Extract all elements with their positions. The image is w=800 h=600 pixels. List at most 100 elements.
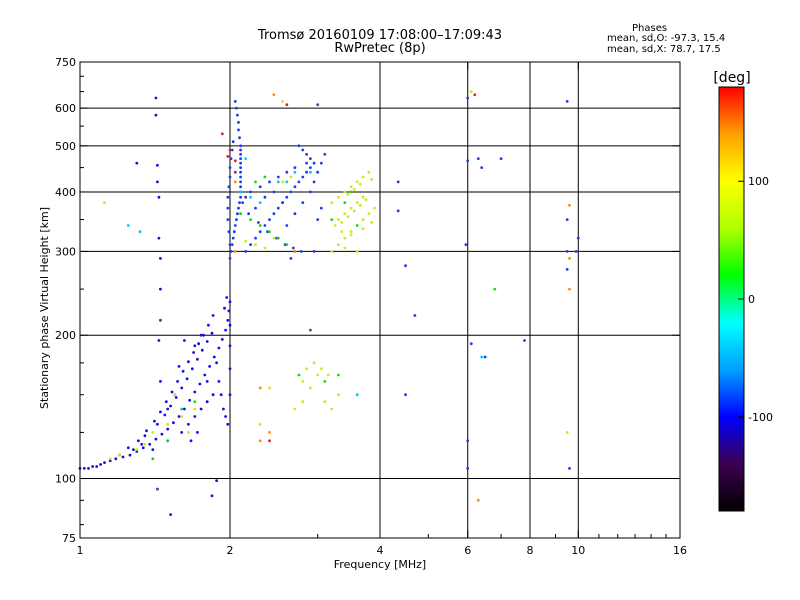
data-point <box>239 152 243 156</box>
data-point <box>330 407 334 411</box>
data-point <box>227 230 231 234</box>
data-point <box>301 380 305 383</box>
data-point <box>312 161 316 165</box>
data-point <box>233 224 237 227</box>
data-point <box>229 250 233 253</box>
data-point <box>232 230 236 234</box>
data-point <box>193 415 197 418</box>
data-point <box>263 175 267 179</box>
chart-subtitle: RwPretec (8p) <box>334 41 426 56</box>
data-point <box>220 132 224 136</box>
data-point <box>159 410 162 414</box>
data-point <box>404 264 407 268</box>
data-point <box>355 250 359 253</box>
data-point <box>241 201 245 205</box>
x-tick-label: 1 <box>77 544 84 557</box>
data-point <box>565 431 569 434</box>
data-point <box>198 382 202 386</box>
data-point <box>249 243 253 247</box>
data-point <box>229 157 233 161</box>
data-point <box>276 175 280 179</box>
data-point <box>193 390 197 394</box>
data-point <box>343 201 347 205</box>
data-point <box>156 487 159 491</box>
data-point <box>143 442 147 446</box>
data-point <box>565 250 569 253</box>
data-point <box>157 195 161 199</box>
data-point <box>143 434 147 438</box>
data-point <box>228 393 232 397</box>
data-point <box>228 367 232 371</box>
data-point <box>228 148 232 152</box>
data-point <box>164 400 168 404</box>
data-point <box>249 190 253 194</box>
data-point <box>239 195 243 199</box>
data-point <box>228 175 232 179</box>
data-point <box>349 185 353 189</box>
data-point <box>309 386 312 390</box>
data-point <box>199 333 203 337</box>
data-point <box>355 224 359 227</box>
data-point <box>137 439 140 443</box>
data-point <box>177 415 181 418</box>
data-point <box>493 287 497 291</box>
data-point <box>343 190 347 194</box>
data-point <box>233 180 237 184</box>
data-point <box>361 218 365 222</box>
data-point <box>226 206 230 210</box>
x-tick-label: 16 <box>673 544 687 557</box>
data-point <box>281 180 284 184</box>
data-point <box>181 369 185 373</box>
data-point <box>128 453 132 457</box>
data-point <box>352 188 356 191</box>
data-point <box>396 209 400 213</box>
data-point <box>239 185 243 189</box>
data-point <box>132 448 135 451</box>
data-point <box>268 439 271 443</box>
data-point <box>319 206 323 210</box>
phases-stats-header: Phases <box>632 23 668 34</box>
data-point <box>228 344 232 348</box>
y-tick-label: 500 <box>55 140 76 153</box>
data-point <box>346 193 350 196</box>
y-tick-label: 750 <box>55 56 76 69</box>
data-point <box>355 201 359 205</box>
x-tick-label: 10 <box>571 544 585 557</box>
data-point <box>199 407 203 411</box>
data-point <box>289 175 293 179</box>
data-point <box>114 457 118 461</box>
data-point <box>249 195 253 199</box>
data-point <box>469 90 473 93</box>
data-point <box>153 419 156 423</box>
x-tick-label: 4 <box>377 544 384 557</box>
data-point <box>126 224 130 227</box>
data-point <box>135 448 139 451</box>
data-point <box>187 431 190 434</box>
data-point <box>254 180 257 184</box>
data-point <box>343 212 347 216</box>
data-point <box>174 396 178 399</box>
data-point <box>316 103 320 107</box>
data-point <box>235 218 238 222</box>
data-point <box>466 439 470 443</box>
data-point <box>319 161 323 165</box>
data-point <box>193 344 197 348</box>
data-point <box>172 421 175 425</box>
data-point <box>151 448 155 451</box>
colorbar: [deg] 100 0 -100 <box>713 70 773 512</box>
data-point <box>239 180 243 184</box>
data-point <box>185 377 189 381</box>
y-tick-label: 600 <box>55 102 76 115</box>
colorbar-tick-label: -100 <box>748 411 773 424</box>
data-point <box>183 339 186 342</box>
data-point <box>466 96 470 100</box>
data-point <box>223 306 226 310</box>
data-point <box>316 373 320 377</box>
data-point <box>258 201 262 205</box>
data-point <box>373 206 376 210</box>
data-point <box>208 365 212 368</box>
data-point <box>108 457 112 461</box>
data-point <box>258 185 262 189</box>
data-point <box>299 250 303 253</box>
data-point <box>156 422 159 426</box>
